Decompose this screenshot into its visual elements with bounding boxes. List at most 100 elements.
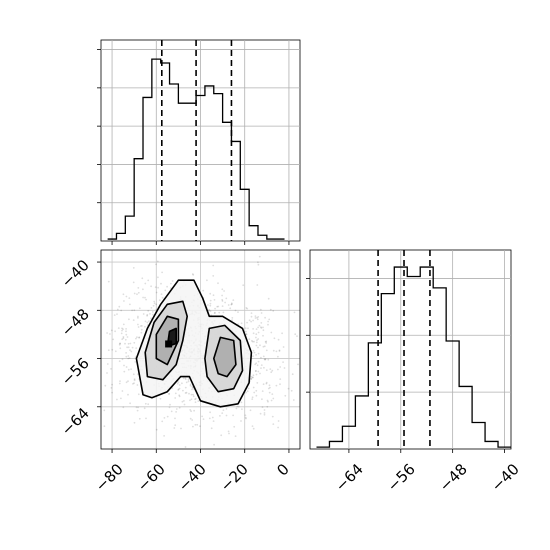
right-histogram-step — [316, 266, 511, 448]
joint-scatter-point — [118, 305, 121, 308]
joint-scatter-point — [142, 313, 145, 315]
joint-scatter-point — [135, 347, 138, 349]
joint-scatter-point — [191, 387, 194, 389]
joint-scatter-point — [271, 393, 274, 395]
joint-scatter-point — [259, 412, 262, 415]
joint-scatter-point — [269, 368, 272, 370]
joint-scatter-point — [116, 398, 118, 401]
joint-scatter-point — [259, 372, 261, 375]
joint-scatter-point — [228, 432, 230, 435]
top-histogram-yticks — [97, 49, 101, 204]
joint-scatter-point — [117, 327, 120, 329]
joint-scatter-point — [122, 328, 124, 331]
joint-scatter-point — [284, 394, 287, 397]
joint-scatter-point — [296, 335, 298, 337]
joint-scatter-point — [221, 305, 224, 307]
joint-contour-line — [166, 327, 177, 348]
joint-scatter-point — [267, 323, 269, 326]
joint-scatter-point — [209, 310, 212, 313]
joint-scatter-point — [283, 367, 286, 369]
joint-scatter-point — [111, 391, 113, 394]
joint-scatter-point — [137, 317, 139, 319]
joint-scatter-point — [96, 365, 98, 367]
joint-scatter-point — [194, 397, 197, 400]
joint-scatter-point — [110, 329, 113, 332]
joint-scatter-point — [261, 398, 263, 401]
joint-scatter-point — [139, 325, 142, 327]
joint-scatter-point — [129, 402, 132, 405]
joint-scatter-point — [127, 342, 130, 345]
joint-scatter-point — [273, 337, 276, 340]
joint-scatter-point — [287, 387, 290, 390]
joint-scatter-point — [252, 376, 254, 379]
joint-scatter-point — [262, 345, 265, 348]
joint-scatter-point — [120, 397, 122, 400]
joint-scatter-point — [270, 399, 273, 402]
joint-scatter-point — [110, 387, 113, 389]
joint-scatter-point — [235, 407, 238, 410]
joint-scatter-point — [232, 414, 235, 417]
joint-scatter-point — [244, 416, 247, 419]
right-x-tick-label: −56 — [384, 460, 419, 495]
joint-scatter-point — [225, 414, 228, 417]
joint-scatter-point — [169, 403, 171, 406]
joint-scatter-point — [118, 382, 121, 385]
joint-density-panel — [96, 249, 301, 453]
joint-scatter-point — [297, 363, 299, 366]
joint-scatter-point — [178, 394, 181, 397]
joint-scatter-point — [252, 319, 255, 322]
joint-scatter-point — [192, 393, 195, 396]
joint-scatter-point — [118, 343, 121, 346]
joint-scatter-point — [133, 382, 135, 385]
joint-scatter-point — [232, 299, 235, 301]
joint-scatter-point — [133, 309, 136, 312]
joint-scatter-point — [257, 352, 260, 355]
joint-scatter-point — [111, 383, 113, 386]
joint-scatter-point — [282, 346, 285, 348]
joint-scatter-point — [248, 319, 251, 322]
joint-scatter-point — [272, 310, 275, 312]
joint-scatter-point — [191, 273, 194, 275]
joint-scatter-point — [191, 388, 193, 391]
joint-scatter-point — [133, 378, 136, 380]
joint-scatter-point — [216, 305, 219, 308]
joint-scatter-point — [131, 309, 134, 312]
joint-scatter-point — [250, 377, 253, 380]
right-x-tick-label: −64 — [332, 460, 367, 495]
joint-scatter-point — [123, 370, 126, 373]
joint-scatter-point — [261, 390, 264, 392]
joint-scatter-point — [133, 341, 136, 344]
joint-scatter-point — [260, 326, 262, 328]
joint-scatter-point — [209, 299, 212, 302]
joint-scatter-point — [266, 405, 269, 408]
joint-scatter-point — [223, 290, 226, 292]
joint-scatter-point — [269, 386, 271, 389]
joint-scatter-point — [261, 406, 264, 408]
joint-scatter-point — [125, 330, 127, 333]
joint-scatter-point — [251, 339, 253, 342]
joint-scatter-point — [180, 427, 182, 430]
joint-scatter-point — [279, 366, 282, 368]
right-histogram-xticks — [348, 449, 505, 453]
joint-scatter-point — [250, 378, 253, 380]
joint-scatter-point — [128, 357, 131, 359]
joint-scatter-point — [250, 320, 253, 323]
joint-scatter-point — [132, 383, 134, 385]
joint-scatter-point — [250, 375, 253, 378]
joint-scatter-point — [199, 425, 201, 428]
joint-scatter-point — [254, 317, 257, 319]
joint-scatter-point — [246, 321, 249, 324]
joint-scatter-point — [230, 302, 233, 305]
joint-scatter-point — [137, 323, 139, 326]
joint-scatter-point — [277, 338, 280, 341]
joint-scatter-point — [137, 315, 139, 318]
joint-scatter-point — [270, 371, 273, 374]
joint-scatter-point — [258, 255, 261, 258]
right-x-tick-labels: −64 −56 −48 −40 — [332, 460, 523, 495]
joint-scatter-point — [264, 316, 266, 319]
joint-scatter-point — [246, 390, 249, 393]
joint-scatter-point — [157, 286, 160, 289]
joint-scatter-point — [120, 332, 123, 335]
joint-scatter-point — [106, 332, 108, 334]
joint-contour-line — [135, 279, 253, 408]
